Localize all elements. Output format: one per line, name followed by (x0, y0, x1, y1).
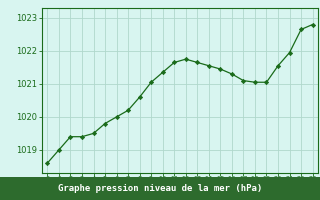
Text: Graphe pression niveau de la mer (hPa): Graphe pression niveau de la mer (hPa) (58, 184, 262, 193)
